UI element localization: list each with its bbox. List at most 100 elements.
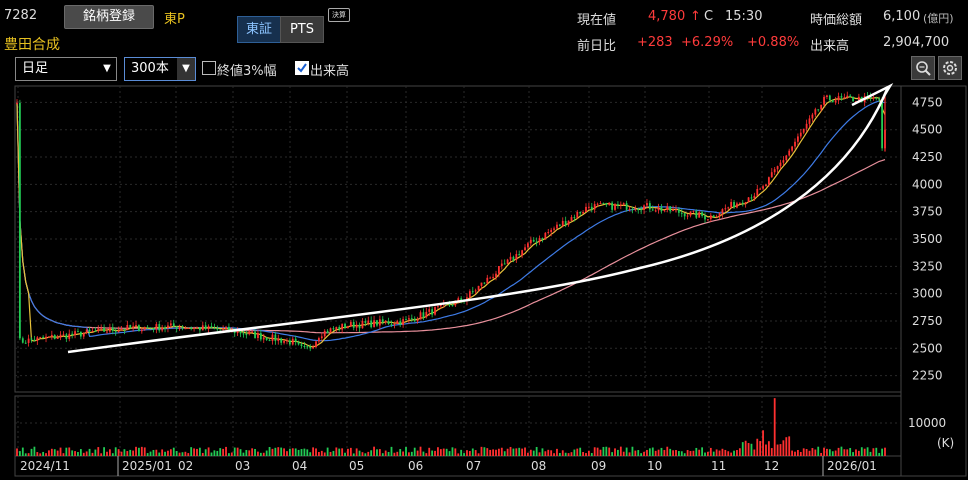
candle bbox=[85, 329, 88, 334]
candle bbox=[140, 329, 143, 332]
candle bbox=[715, 216, 718, 218]
count-select[interactable]: 300本 ▼ bbox=[124, 57, 196, 81]
volume-bar bbox=[692, 450, 695, 456]
candle bbox=[143, 327, 146, 330]
volume-bar bbox=[707, 451, 709, 456]
volume-bar bbox=[823, 447, 825, 456]
candle bbox=[770, 172, 773, 178]
volume-bar bbox=[201, 452, 204, 456]
chevron-down-icon: ▼ bbox=[177, 58, 195, 80]
volume-bar bbox=[698, 449, 701, 456]
candle bbox=[225, 326, 227, 329]
volume-bar bbox=[315, 448, 317, 456]
candle bbox=[579, 211, 582, 214]
candle bbox=[628, 208, 631, 210]
volume-bar bbox=[259, 452, 262, 456]
candle bbox=[318, 338, 320, 342]
candle bbox=[518, 254, 521, 256]
zoom-button[interactable] bbox=[911, 56, 935, 80]
volume-bar bbox=[503, 451, 506, 456]
candle bbox=[33, 339, 36, 341]
candle bbox=[878, 98, 881, 100]
time-tick-label: 2024/11 bbox=[20, 459, 70, 473]
volume-bar bbox=[585, 453, 587, 456]
candle bbox=[730, 201, 733, 208]
volume-bar bbox=[608, 447, 611, 456]
volume-bar bbox=[114, 447, 117, 456]
candle bbox=[759, 188, 762, 190]
candle bbox=[82, 333, 85, 337]
volume-bar bbox=[344, 452, 346, 456]
candle bbox=[56, 337, 59, 339]
candle bbox=[216, 328, 219, 330]
volume-bar bbox=[387, 451, 390, 456]
volume-bar bbox=[297, 449, 300, 456]
volume-bar bbox=[840, 446, 843, 456]
candle bbox=[596, 203, 599, 205]
volume-bar bbox=[863, 448, 866, 456]
volume-bar bbox=[828, 449, 831, 456]
candle bbox=[161, 327, 164, 331]
period-select[interactable]: 日足 ▼ bbox=[15, 57, 117, 81]
volume-bar bbox=[428, 447, 431, 456]
volume-bar bbox=[611, 452, 614, 456]
volume-bar bbox=[448, 451, 451, 456]
volume-bar bbox=[495, 449, 497, 456]
volume-bar bbox=[622, 451, 625, 456]
candle bbox=[556, 224, 558, 229]
volume-bar bbox=[216, 450, 219, 456]
candle bbox=[236, 331, 239, 334]
volume-bar bbox=[85, 451, 88, 456]
candle bbox=[198, 327, 201, 331]
volume-bar bbox=[881, 448, 883, 456]
volume-bar bbox=[564, 452, 567, 456]
candle bbox=[747, 197, 750, 203]
current-price-label: 現在値 bbox=[577, 13, 617, 28]
price-tick-label: 3500 bbox=[912, 232, 943, 246]
candle bbox=[614, 204, 616, 210]
earnings-badge[interactable]: 決算 bbox=[328, 8, 350, 22]
candle bbox=[532, 239, 535, 242]
volume-bar bbox=[425, 453, 428, 456]
volume-bar bbox=[268, 447, 271, 456]
candle bbox=[585, 206, 587, 213]
candle bbox=[660, 207, 663, 211]
candle bbox=[617, 204, 619, 206]
volume-bar bbox=[169, 449, 172, 456]
candle bbox=[326, 330, 329, 333]
volume-bar bbox=[489, 449, 492, 456]
tab-pts[interactable]: PTS bbox=[280, 16, 324, 43]
candle bbox=[68, 333, 71, 339]
candle bbox=[91, 331, 94, 333]
volume-bar bbox=[715, 449, 718, 456]
volume-bar bbox=[826, 448, 828, 456]
volume-bar bbox=[172, 447, 175, 456]
candle bbox=[283, 340, 285, 343]
volume-bar bbox=[146, 453, 149, 456]
volume-bar bbox=[71, 450, 74, 456]
price-tick-label: 3750 bbox=[912, 205, 943, 219]
volume-bar bbox=[135, 446, 137, 456]
volume-bar bbox=[277, 447, 280, 456]
candle bbox=[74, 331, 76, 336]
volume-bar bbox=[138, 447, 140, 456]
settings-button[interactable] bbox=[938, 56, 962, 80]
volume-bar bbox=[474, 450, 477, 456]
candle bbox=[495, 273, 497, 277]
candle bbox=[59, 334, 62, 338]
register-stock-button[interactable]: 銘柄登録 bbox=[64, 5, 154, 29]
volume-checkbox[interactable] bbox=[295, 61, 309, 75]
candle bbox=[701, 212, 704, 216]
candle bbox=[103, 327, 105, 332]
volume-bar bbox=[483, 447, 486, 456]
tab-tse[interactable]: 東証 bbox=[237, 16, 281, 43]
candle bbox=[567, 220, 570, 225]
candle bbox=[428, 309, 431, 312]
candle bbox=[262, 337, 265, 340]
candle bbox=[117, 330, 120, 332]
close3-checkbox[interactable] bbox=[202, 61, 216, 75]
candle bbox=[239, 331, 242, 334]
candle bbox=[811, 114, 814, 119]
candle bbox=[593, 204, 596, 210]
